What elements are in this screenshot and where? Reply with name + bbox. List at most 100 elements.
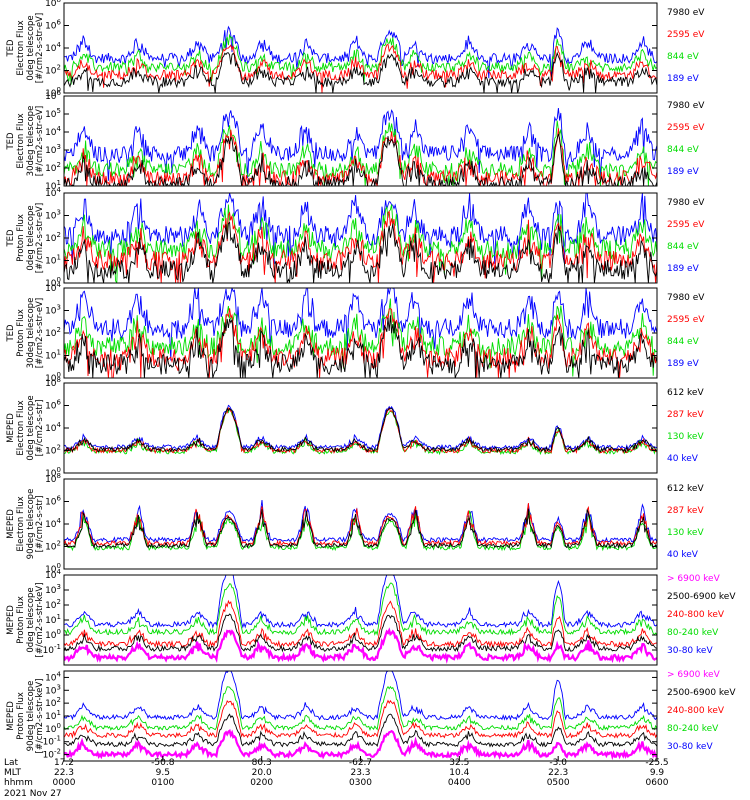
plot-area-meped-p-0: [64, 575, 657, 664]
ylabel-line: [#/cm2-s-str-eV]: [35, 106, 45, 176]
plot-area-meped-e-90: [64, 500, 657, 552]
date-label: 2021 Nov 27: [4, 789, 62, 799]
x-row-label: Lat: [4, 758, 19, 768]
xtick-label-lat: 32.5: [449, 758, 469, 768]
xtick-label-mlt: 9.9: [650, 768, 665, 778]
ylabel-line: MEPED: [6, 509, 16, 539]
x-axis: 17.222.30000-50.89.5010080.320.00200-62.…: [4, 756, 669, 799]
ytick-label-ted-e-30: 101: [45, 179, 61, 192]
series-meped-e-90-2: [64, 510, 657, 552]
ytick-label-meped-p-90: 102: [45, 696, 61, 709]
ytick-label-meped-p-90: 101: [45, 709, 61, 722]
ytick-label-ted-e-30: 105: [45, 107, 61, 120]
plot-area-ted-p-30: [64, 288, 657, 378]
ytick-label-meped-e-90: 104: [45, 517, 61, 530]
ytick-label-ted-e-30: 104: [45, 125, 61, 138]
legend-entry-meped-p-0: 30-80 keV: [667, 646, 713, 656]
series-ted-p-0-1: [64, 210, 657, 283]
series-ted-p-30-0: [64, 315, 657, 378]
legend-entry-ted-p-0: 844 eV: [667, 242, 700, 252]
xtick-label-lat: 17.2: [54, 758, 74, 768]
legend-entry-meped-p-0: > 6900 keV: [667, 574, 721, 584]
ylabel-line: [#/cm2-s-str]: [35, 400, 45, 457]
ylabel-line: Proton Flux: [16, 309, 26, 357]
ylabel-line: 30deg telescope: [26, 106, 36, 177]
legend-entry-meped-e-0: 40 keV: [667, 454, 699, 464]
series-meped-e-0-0: [64, 407, 657, 453]
legend-entry-ted-e-30: 2595 eV: [667, 123, 705, 133]
xtick-label-mlt: 9.5: [156, 768, 170, 778]
series-meped-p-90-2: [64, 699, 657, 739]
ytick-label-ted-p-0: 100: [45, 276, 61, 289]
ylabel-line: MEPED: [6, 605, 16, 635]
plot-area-ted-e-0: [64, 25, 657, 93]
ylabel-line: Proton Flux: [16, 692, 26, 740]
xtick-label-mlt: 10.4: [449, 768, 469, 778]
ytick-label-ted-e-30: 103: [45, 143, 61, 156]
ytick-label-meped-e-0: 100: [45, 466, 61, 479]
ylabel-meped-p-90: MEPEDProton Flux90deg telescope[#/cm2-s-…: [6, 679, 45, 754]
legend-entry-ted-p-0: 189 eV: [667, 264, 700, 274]
ylabel-line: TED: [6, 229, 16, 248]
legend-entry-meped-p-90: 80-240 keV: [667, 724, 719, 734]
legend-entry-meped-e-90: 287 keV: [667, 506, 704, 516]
series-meped-p-0-4: [64, 575, 657, 629]
legend-entry-ted-e-30: 7980 eV: [667, 101, 705, 111]
xtick-label-hhmm: 0300: [349, 778, 372, 788]
ylabel-line: [#/cm2-s-str-keV]: [35, 583, 45, 658]
ylabel-line: Proton Flux: [16, 596, 26, 644]
ytick-label-ted-p-0: 104: [45, 186, 61, 199]
xtick-label-hhmm: 0100: [151, 778, 174, 788]
ylabel-line: 0deg telescope: [26, 205, 36, 270]
plot-area-meped-e-0: [64, 404, 657, 456]
series-ted-e-0-0: [64, 51, 657, 93]
series-meped-e-0-1: [64, 407, 657, 455]
ylabel-line: Proton Flux: [16, 214, 26, 262]
plot-area-ted-p-0: [64, 193, 657, 283]
ytick-label-ted-e-0: 104: [45, 41, 61, 54]
legend-entry-ted-p-30: 189 eV: [667, 359, 700, 369]
legend-entry-ted-e-30: 844 eV: [667, 145, 700, 155]
legend-entry-ted-e-0: 844 eV: [667, 52, 700, 62]
legend-entry-meped-p-0: 240-800 keV: [667, 610, 725, 620]
ytick-label-meped-p-0: 104: [45, 568, 61, 581]
xtick-label-lat: -62.7: [349, 758, 372, 768]
ytick-label-meped-e-90: 102: [45, 540, 61, 553]
ylabel-ted-e-0: TEDElectron Flux0deg telescope[#/cm2-s-s…: [6, 13, 45, 83]
ylabel-meped-e-90: MEPEDElectron Flux90deg telescope[#/cm2-…: [6, 489, 45, 560]
xtick-label-mlt: 22.3: [54, 768, 74, 778]
ytick-label-meped-e-90: 108: [45, 472, 61, 485]
ylabel-line: TED: [6, 39, 16, 58]
legend-entry-meped-e-0: 130 keV: [667, 432, 704, 442]
ylabel-ted-p-30: TEDProton Flux30deg telescope[#/cm2-s-st…: [6, 298, 45, 369]
legend-entry-ted-p-0: 7980 eV: [667, 198, 705, 208]
series-ted-e-0-2: [64, 33, 657, 85]
xtick-label-lat: -3.0: [549, 758, 567, 768]
xtick-label-hhmm: 0600: [646, 778, 669, 788]
ylabel-line: [#/cm2-s-str]: [35, 496, 45, 553]
ytick-label-meped-p-90: 10-2: [43, 748, 61, 761]
legend-entry-meped-e-0: 287 keV: [667, 410, 704, 420]
ylabel-line: MEPED: [6, 413, 16, 443]
ytick-label-meped-e-0: 104: [45, 421, 61, 434]
ytick-label-meped-e-90: 106: [45, 495, 61, 508]
ylabel-line: [#/cm2-s-str-eV]: [35, 203, 45, 273]
ytick-label-ted-e-0: 108: [45, 0, 61, 9]
legend-entry-ted-p-30: 2595 eV: [667, 315, 705, 325]
xtick-label-hhmm: 0400: [448, 778, 471, 788]
legend-entry-meped-p-0: 80-240 keV: [667, 628, 719, 638]
xtick-label-mlt: 20.0: [252, 768, 272, 778]
ytick-label-ted-e-0: 102: [45, 64, 61, 77]
xtick-label-lat: 80.3: [252, 758, 272, 768]
ylabel-line: 30deg telescope: [26, 298, 36, 369]
ylabel-line: 90deg telescope: [26, 489, 36, 560]
ylabel-ted-e-30: TEDElectron Flux30deg telescope[#/cm2-s-…: [6, 106, 45, 177]
series-meped-p-0-2: [64, 599, 657, 649]
series-ted-e-30-0: [64, 133, 657, 186]
ytick-label-meped-p-90: 103: [45, 683, 61, 696]
frame-meped-e-0: [63, 382, 658, 474]
